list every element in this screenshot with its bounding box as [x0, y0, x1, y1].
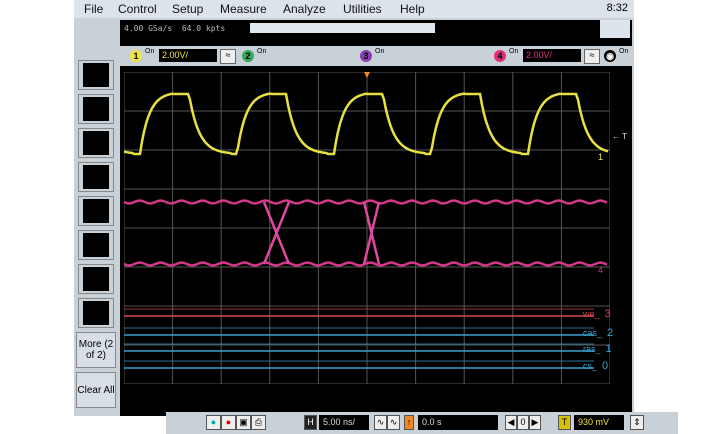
measure-freq-button[interactable]: [78, 128, 114, 158]
channel-4-waveform: [124, 261, 608, 267]
channel-2-on[interactable]: On: [257, 48, 267, 55]
more-button[interactable]: More (2 of 2): [76, 332, 116, 368]
horizontal-button[interactable]: H: [304, 415, 317, 430]
period-icon: [83, 63, 109, 87]
channel-4-transition: [262, 201, 291, 265]
trigger-position-marker: [364, 72, 370, 78]
measure-rise-button[interactable]: [78, 196, 114, 226]
amplitude-icon: [83, 233, 109, 257]
right-arrow-icon[interactable]: ▶: [529, 415, 541, 430]
waveform-graticule: [124, 72, 610, 384]
clear-all-button[interactable]: Clear All: [76, 372, 116, 408]
width-icon: [83, 97, 109, 121]
wave-icon[interactable]: ∿: [387, 415, 400, 430]
print-icon[interactable]: ⎙: [251, 415, 266, 430]
channel-3-icon[interactable]: 3: [360, 50, 372, 62]
menu-control[interactable]: Control: [118, 2, 157, 16]
mode-icons[interactable]: [600, 20, 630, 38]
measure-fall-button[interactable]: [78, 162, 114, 192]
toolbar-sidebar: More (2 of 2) Clear All: [74, 60, 118, 408]
menu-measure[interactable]: Measure: [220, 2, 267, 16]
menu-analyze[interactable]: Analyze: [283, 2, 326, 16]
channel-1-coupling[interactable]: ≈: [220, 49, 236, 64]
channel-1-marker: 1: [598, 152, 604, 162]
measure-overshoot-button[interactable]: [78, 264, 114, 294]
measure-amplitude-button[interactable]: [78, 230, 114, 260]
menu-help[interactable]: Help: [400, 2, 425, 16]
digital-label-0: cs_ 0: [583, 360, 609, 372]
channel-4-waveform: [124, 199, 608, 205]
overshoot-icon: [83, 267, 109, 291]
frequency-icon: [83, 131, 109, 155]
waveform-overview[interactable]: [250, 23, 435, 33]
stop-icon[interactable]: ●: [221, 415, 236, 430]
timebase-field[interactable]: 5.00 ns/: [319, 415, 369, 430]
channel-2-icon[interactable]: 2: [242, 50, 254, 62]
channel-4-icon[interactable]: 4: [494, 50, 506, 62]
fall-time-icon: [83, 165, 109, 189]
run-icon[interactable]: ●: [206, 415, 221, 430]
channel-3-on[interactable]: On: [375, 48, 385, 55]
clock: 8:32: [606, 2, 628, 14]
trigger-ref-icon[interactable]: ↑: [404, 415, 414, 430]
channel-bar: 1 On 2.00V/ ≈ 2 On 3 On 4 On 2.00V/ ≈ ◉ …: [120, 46, 632, 66]
channel-4-transition: [362, 201, 381, 265]
channel-1-waveform: [124, 92, 609, 156]
measure-width-button[interactable]: [78, 94, 114, 124]
acquisition-info: 4.00 GSa/s 64.0 kpts: [124, 24, 225, 33]
channel-1-on[interactable]: On: [145, 48, 155, 55]
menu-utilities[interactable]: Utilities: [343, 2, 382, 16]
digital-label-3: we_ 3: [583, 308, 611, 320]
single-icon[interactable]: ▣: [236, 415, 251, 430]
menu-file[interactable]: File: [84, 2, 104, 16]
digital-label-1: ras_ 1: [583, 343, 612, 355]
channel-1-icon[interactable]: 1: [130, 50, 142, 62]
rms-icon: [83, 301, 109, 325]
digital-label-2: cas_ 2: [583, 327, 614, 339]
fine-icon[interactable]: ∿: [374, 415, 387, 430]
delay-field[interactable]: 0.0 s: [418, 415, 498, 430]
level-stepper-icon[interactable]: ⇕: [630, 415, 644, 430]
trigger-level-field[interactable]: 930 mV: [574, 415, 624, 430]
channel-1-scale[interactable]: 2.00V/: [159, 49, 217, 62]
math-eye-icon[interactable]: ◉: [604, 50, 616, 62]
measure-period-button[interactable]: [78, 60, 114, 90]
trigger-level-marker: ← T: [612, 132, 627, 141]
left-arrow-icon[interactable]: ◀: [505, 415, 517, 430]
channel-4-coupling[interactable]: ≈: [584, 49, 600, 64]
menu-setup[interactable]: Setup: [172, 2, 204, 16]
trigger-button[interactable]: T: [558, 415, 571, 430]
channel-4-marker: 4: [598, 265, 604, 275]
bottom-bar: ● ● ▣ ⎙ H 5.00 ns/ ∿ ∿ ↑ 0.0 s ◀ 0 ▶ T 9…: [166, 412, 678, 434]
channel-4-scale[interactable]: 2.00V/: [523, 49, 581, 62]
grid: [124, 72, 610, 384]
channel-4-on[interactable]: On: [509, 48, 519, 55]
sample-rate: 4.00 GSa/s: [124, 24, 173, 33]
math-on[interactable]: On: [619, 48, 629, 55]
rise-time-icon: [83, 199, 109, 223]
measure-rms-button[interactable]: [78, 298, 114, 328]
memory-depth: 64.0 kpts: [181, 24, 226, 33]
zero-button[interactable]: 0: [517, 415, 529, 430]
menu-bar: File Control Setup Measure Analyze Utili…: [74, 0, 634, 18]
